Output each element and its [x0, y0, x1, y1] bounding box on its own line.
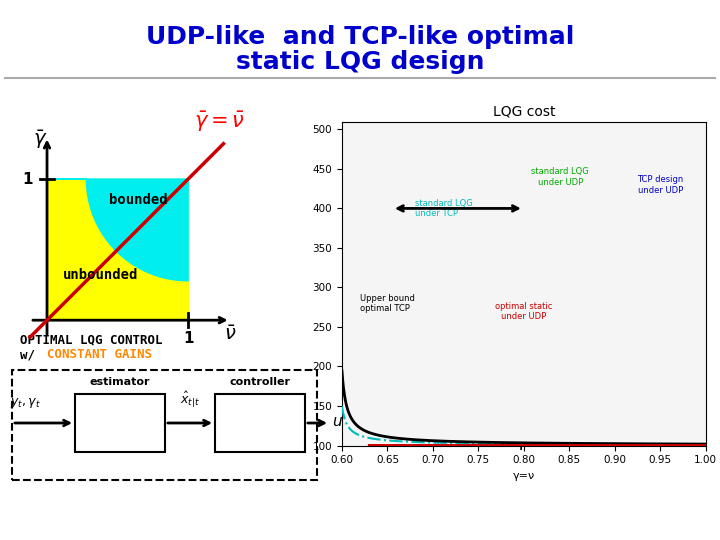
Text: TCP design
under UDP: TCP design under UDP — [637, 175, 683, 194]
Text: estimator: estimator — [90, 377, 150, 387]
X-axis label: γ=ν: γ=ν — [513, 471, 535, 481]
Bar — [47, 179, 188, 320]
Text: 1: 1 — [183, 331, 194, 346]
Title: LQG cost: LQG cost — [492, 105, 555, 119]
Text: CONSTANT GAINS: CONSTANT GAINS — [47, 348, 152, 361]
Text: standard LQG
under TCP: standard LQG under TCP — [415, 199, 472, 218]
Text: $y_t, \gamma_t$: $y_t, \gamma_t$ — [10, 396, 41, 410]
Text: controller: controller — [230, 377, 290, 387]
Polygon shape — [47, 179, 188, 281]
Text: static LQG design: static LQG design — [235, 50, 485, 74]
Text: $K_\infty$: $K_\infty$ — [106, 414, 134, 434]
Text: $\hat{x}_{t|t}$: $\hat{x}_{t|t}$ — [180, 390, 200, 410]
Text: $\bar{\gamma} = \bar{\nu}$: $\bar{\gamma} = \bar{\nu}$ — [194, 110, 246, 134]
Text: $u_t$: $u_t$ — [332, 415, 348, 431]
Text: OPTIMAL LQG CONTROL: OPTIMAL LQG CONTROL — [20, 334, 163, 347]
Text: w/: w/ — [20, 348, 42, 361]
Text: standard LQG
under UDP: standard LQG under UDP — [531, 167, 589, 187]
Text: $\bar{\nu}$: $\bar{\nu}$ — [225, 325, 237, 344]
Text: $L_\infty$: $L_\infty$ — [247, 414, 273, 434]
Text: 1: 1 — [22, 172, 32, 186]
Text: Upper bound
optimal TCP: Upper bound optimal TCP — [360, 294, 415, 313]
Text: Much better performance
of TCP compared to UDP: Much better performance of TCP compared … — [395, 409, 665, 450]
FancyBboxPatch shape — [215, 394, 305, 452]
Text: unbounded: unbounded — [63, 268, 138, 282]
Text: bounded: bounded — [109, 193, 168, 207]
Text: optimal static
under UDP: optimal static under UDP — [495, 302, 552, 321]
FancyBboxPatch shape — [75, 394, 165, 452]
Text: $\bar{\gamma}$: $\bar{\gamma}$ — [32, 128, 47, 151]
Text: UDP-like  and TCP-like optimal: UDP-like and TCP-like optimal — [146, 25, 574, 49]
